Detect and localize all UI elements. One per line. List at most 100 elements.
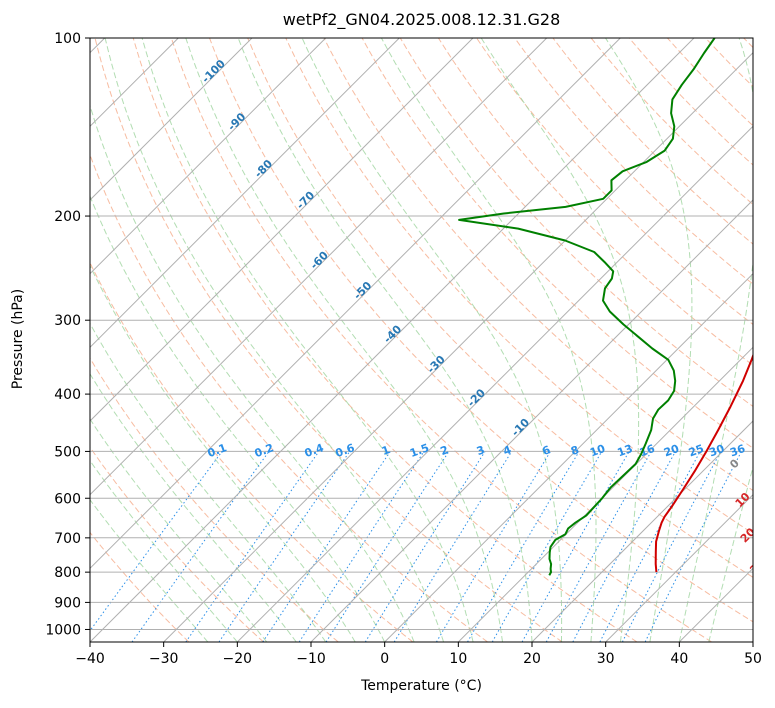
- isotherm-label: -100: [199, 57, 228, 86]
- x-tick-label: 50: [744, 651, 762, 667]
- mixing-ratio-label: 6: [540, 443, 552, 458]
- isotherm-line: [163, 51, 753, 642]
- isotherm-line: [90, 38, 327, 275]
- mixing-ratio-label: 30: [707, 442, 726, 460]
- dry-adiabat-line: [209, 38, 753, 623]
- mixing-ratio-label: 1.5: [408, 441, 431, 460]
- isotherm-line: [384, 272, 753, 642]
- moist-adiabat-line: [237, 38, 533, 642]
- dry-adiabat-line: [667, 38, 753, 127]
- y-axis-label: Pressure (hPa): [10, 288, 26, 390]
- isotherm-line: [605, 493, 753, 642]
- y-tick-label: 700: [54, 531, 81, 547]
- isotherm-label: -40: [381, 322, 404, 345]
- mixing-ratio-label: 20: [662, 442, 681, 460]
- mixing-ratio-line: [545, 451, 652, 642]
- moist-adiabat-line: [90, 264, 356, 642]
- isotherm-line: [531, 420, 753, 642]
- chart-title: wetPf2_GN04.2025.008.12.31.G28: [282, 10, 561, 29]
- moist-adiabat-line: [90, 459, 238, 642]
- isotherm-line: [457, 346, 753, 642]
- moist-adiabat-label: 10: [733, 490, 753, 510]
- dry-adiabat-line: [247, 38, 753, 578]
- x-tick-label: 20: [523, 651, 541, 667]
- moist-adiabat-line: [380, 38, 597, 642]
- mixing-ratio-line: [572, 451, 676, 642]
- x-tick-label: −40: [75, 651, 105, 667]
- isotherm-label: -90: [225, 110, 248, 133]
- moist-adiabat-line: [185, 38, 503, 642]
- mixing-ratio-label: 2: [439, 443, 451, 458]
- moist-adiabat-line: [605, 38, 693, 642]
- dry-adiabat-line: [90, 357, 339, 642]
- isotherm-line: [310, 199, 753, 642]
- x-tick-label: −30: [149, 651, 179, 667]
- mixing-ratio-label: 1: [380, 443, 392, 458]
- mixing-ratio-label: 25: [687, 442, 706, 459]
- y-tick-label: 600: [54, 491, 81, 507]
- mixing-ratio-label: 0.6: [334, 441, 357, 460]
- dry-adiabat-line: [437, 38, 753, 366]
- isotherm-line: [752, 641, 753, 642]
- dry-adiabat-line: [90, 261, 414, 642]
- isotherm-label: -60: [308, 249, 331, 272]
- moist-adiabat-line: [141, 38, 474, 642]
- x-tick-label: 30: [597, 651, 615, 667]
- isotherm-label: -30: [425, 353, 448, 376]
- mixing-ratio-line: [218, 451, 351, 642]
- moist-adiabat-line: [90, 194, 386, 642]
- x-tick-label: −20: [223, 651, 253, 667]
- y-tick-label: 900: [54, 595, 81, 611]
- mixing-ratio-label: 4: [501, 443, 513, 458]
- y-tick-label: 200: [54, 209, 81, 225]
- moist-adiabat-line: [90, 418, 268, 642]
- mixing-ratio-line: [90, 451, 223, 632]
- mixing-ratio-label: 13: [616, 442, 635, 459]
- plot-frame: [89, 37, 754, 643]
- isotherm-label: -70: [294, 189, 317, 212]
- mixing-ratio-line: [467, 451, 580, 642]
- dry-adiabat-line: [94, 38, 563, 642]
- mixing-ratio-label: 8: [569, 443, 581, 458]
- y-tick-label: 1000: [45, 622, 81, 638]
- plot-area: -100 -90 -80 -70 -60 -50 -40 -30 -20 -10 0.1 0.2 0.4…: [90, 38, 753, 642]
- dry-adiabat-line: [399, 38, 753, 408]
- isotherm-label: -50: [351, 279, 374, 302]
- x-tick-label: 40: [670, 651, 688, 667]
- isotherm-line: [90, 38, 179, 128]
- y-tick-label: 500: [54, 444, 81, 460]
- mixing-ratio-label: 10: [588, 442, 607, 460]
- mixing-ratio-line: [262, 451, 391, 642]
- moist-adiabat-line: [104, 38, 445, 642]
- isotherm-line: [90, 38, 253, 201]
- mixing-ratio-label: 16: [638, 442, 657, 460]
- moist-adiabat-line: [90, 103, 415, 642]
- y-tick-label: 300: [54, 313, 81, 329]
- dry-adiabat-line: [590, 38, 753, 206]
- dry-adiabat-line: [743, 38, 753, 49]
- mixing-ratio-label: 0.1: [206, 441, 229, 460]
- mixing-ratio-line: [298, 451, 425, 642]
- x-axis-label: Temperature (°C): [361, 678, 482, 694]
- moist-adiabat-line: [301, 38, 563, 642]
- mixing-ratio-line: [185, 451, 320, 642]
- mixing-ratio-line: [644, 451, 742, 642]
- x-tick-label: −10: [296, 651, 326, 667]
- mixing-ratio-line: [621, 451, 722, 642]
- y-tick-label: 800: [54, 565, 81, 581]
- dry-adiabat-line: [514, 38, 753, 285]
- mixing-ratio-line: [393, 451, 513, 642]
- moist-adiabat-line: [678, 38, 753, 642]
- y-tick-label: 100: [54, 31, 81, 47]
- mixing-ratio-label: 0.2: [253, 441, 276, 460]
- mixing-ratio-line: [435, 451, 552, 642]
- isotherm-line: [90, 38, 548, 496]
- moist-adiabat-line: [90, 498, 209, 642]
- dewpoint-profile-line: [458, 38, 716, 576]
- dry-adiabat-line: [90, 446, 264, 642]
- isotherm-line: [90, 38, 695, 642]
- dry-adiabat-line: [132, 38, 638, 642]
- isotherm-line: [90, 38, 400, 349]
